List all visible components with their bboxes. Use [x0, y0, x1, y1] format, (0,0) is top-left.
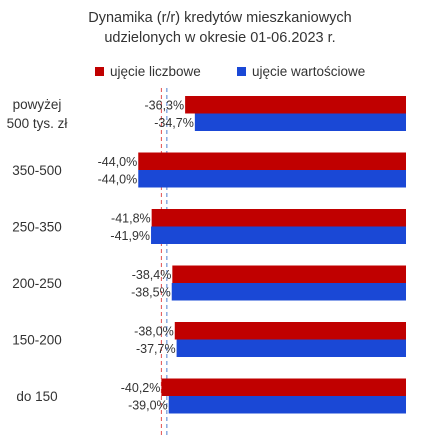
chart-title: Dynamika (r/r) kredytów mieszkaniowych u…: [60, 8, 380, 48]
chart-title-line-2: udzielonych w okresie 01-06.2023 r.: [104, 30, 336, 46]
data-label-1-1: -36,3%: [145, 99, 185, 113]
data-label-2-6: -39,0%: [128, 399, 168, 413]
data-label-1-3: -41,8%: [111, 212, 151, 226]
bar-1-4: [172, 265, 406, 283]
chart-title-line-1: Dynamika (r/r) kredytów mieszkaniowych: [88, 10, 352, 26]
bar-2-2: [138, 170, 406, 188]
legend-swatch-series1: [95, 67, 104, 76]
bar-1-6: [161, 378, 406, 396]
data-label-1-5: -38,0%: [134, 325, 174, 339]
bar-2-6: [168, 396, 406, 414]
legend-swatch-series2: [237, 67, 246, 76]
bar-1-3: [151, 209, 406, 227]
bar-1-5: [174, 322, 406, 340]
bar-1-2: [138, 152, 406, 170]
bar-1-1: [185, 96, 406, 114]
data-label-2-5: -37,7%: [136, 342, 176, 356]
data-label-1-4: -38,4%: [132, 268, 172, 282]
legend: ujęcie liczbowe ujęcie wartościowe: [0, 64, 430, 82]
data-label-1-6: -40,2%: [121, 381, 161, 395]
bar-2-4: [171, 283, 406, 301]
category-label-1-line-1: powyżej: [13, 97, 62, 112]
category-label-1-line-2: 500 tys. zł: [7, 116, 68, 131]
category-label-2: 350-500: [12, 163, 62, 178]
legend-item-series2: ujęcie wartościowe: [237, 64, 365, 79]
data-label-2-4: -38,5%: [131, 286, 171, 300]
data-label-2-1: -34,7%: [154, 116, 194, 130]
legend-item-series1: ujęcie liczbowe: [95, 64, 201, 79]
category-label-6: do 150: [16, 389, 57, 404]
category-label-5: 150-200: [12, 333, 62, 348]
data-label-2-3: -41,9%: [110, 229, 150, 243]
legend-label-series2: ujęcie wartościowe: [252, 64, 366, 79]
bar-2-3: [151, 226, 406, 244]
data-label-2-2: -44,0%: [98, 173, 138, 187]
category-label-4: 200-250: [12, 276, 62, 291]
bar-2-1: [194, 113, 406, 131]
data-label-1-2: -44,0%: [98, 155, 138, 169]
legend-label-series1: ujęcie liczbowe: [110, 64, 201, 79]
bar-2-5: [176, 339, 406, 357]
category-label-3: 250-350: [12, 220, 62, 235]
